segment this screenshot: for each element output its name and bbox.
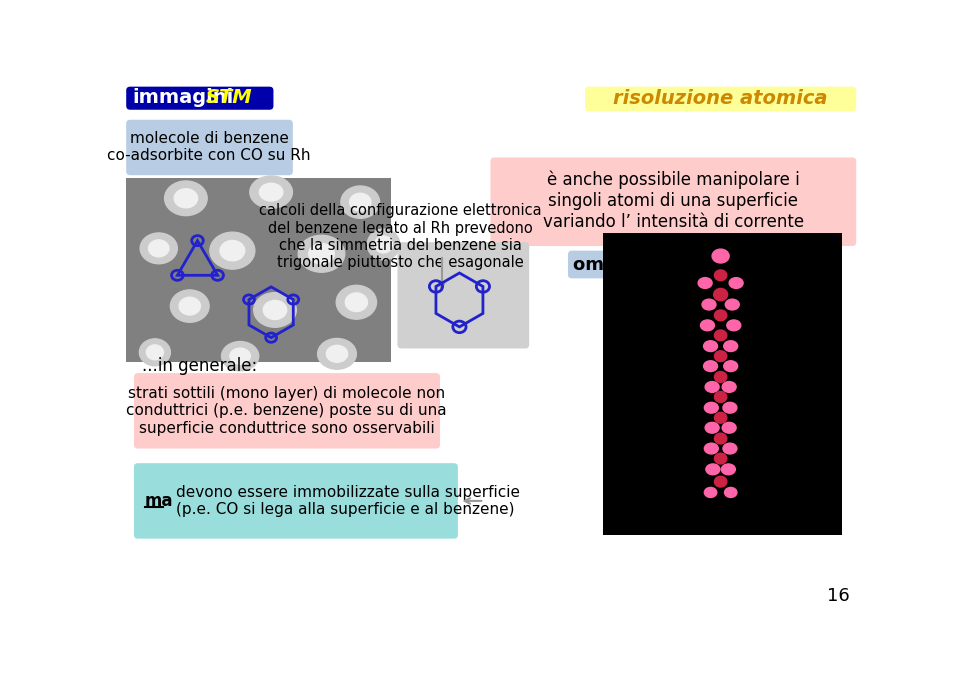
Ellipse shape [220,241,245,261]
Ellipse shape [714,351,727,362]
Ellipse shape [714,391,727,402]
Ellipse shape [164,181,207,215]
Ellipse shape [259,184,283,201]
Ellipse shape [349,193,371,211]
Ellipse shape [706,464,720,475]
Ellipse shape [704,361,717,371]
Ellipse shape [724,361,737,371]
Ellipse shape [149,240,169,257]
Ellipse shape [723,443,737,454]
Ellipse shape [721,464,735,475]
Ellipse shape [705,402,718,413]
Ellipse shape [299,235,345,273]
Ellipse shape [374,236,393,253]
Ellipse shape [714,413,727,423]
Ellipse shape [706,382,719,393]
Ellipse shape [701,320,714,331]
FancyBboxPatch shape [126,87,274,110]
Ellipse shape [698,277,712,288]
Ellipse shape [250,176,293,208]
Ellipse shape [318,338,356,369]
Ellipse shape [714,371,727,382]
Ellipse shape [712,249,730,263]
Text: 16: 16 [828,587,850,605]
Ellipse shape [714,330,727,341]
Ellipse shape [727,320,741,331]
Bar [126,178,392,362]
Ellipse shape [730,277,743,288]
Ellipse shape [725,299,739,310]
Ellipse shape [139,339,170,366]
Ellipse shape [704,341,717,351]
Ellipse shape [174,189,198,208]
Ellipse shape [714,476,727,487]
Bar [603,233,842,535]
FancyBboxPatch shape [126,120,293,175]
FancyBboxPatch shape [397,242,529,348]
Ellipse shape [341,186,379,218]
Ellipse shape [714,433,727,444]
Text: STM: STM [205,88,252,107]
Ellipse shape [702,299,716,310]
Ellipse shape [336,285,376,319]
Ellipse shape [706,422,719,433]
Ellipse shape [346,293,368,312]
FancyBboxPatch shape [134,463,458,539]
Text: omino di CO su Pt: omino di CO su Pt [573,255,753,273]
Ellipse shape [705,443,718,454]
Ellipse shape [263,300,287,319]
Text: calcoli della configurazione elettronica
del benzene legato al Rh prevedono
che : calcoli della configurazione elettronica… [259,203,541,270]
Ellipse shape [368,229,399,260]
Ellipse shape [180,297,201,315]
FancyBboxPatch shape [134,373,440,448]
Text: molecole di benzene
co-adsorbite con CO su Rh: molecole di benzene co-adsorbite con CO … [108,130,311,163]
Ellipse shape [714,310,727,321]
Ellipse shape [140,233,178,264]
FancyBboxPatch shape [568,250,757,278]
Ellipse shape [724,341,737,351]
Ellipse shape [714,453,727,464]
Text: è anche possibile manipolare i
singoli atomi di una superficie
variando l’ inten: è anche possibile manipolare i singoli a… [542,170,804,230]
Text: strati sottili (mono layer) di molecole non
conduttrici (p.e. benzene) poste su : strati sottili (mono layer) di molecole … [127,386,447,435]
Text: ma: ma [145,492,174,510]
Ellipse shape [714,270,727,281]
Ellipse shape [722,422,736,433]
FancyBboxPatch shape [585,87,856,111]
Ellipse shape [210,232,254,269]
Ellipse shape [725,487,737,497]
Text: devono essere immobilizzate sulla superficie
(p.e. CO si lega alla superficie e : devono essere immobilizzate sulla superf… [176,484,519,517]
Ellipse shape [170,290,209,322]
Ellipse shape [326,346,348,362]
Ellipse shape [705,487,717,497]
Ellipse shape [723,402,737,413]
Ellipse shape [229,348,251,364]
Ellipse shape [722,382,736,393]
Ellipse shape [253,293,297,327]
Text: risoluzione atomica: risoluzione atomica [613,90,828,108]
Text: immagini: immagini [132,88,233,107]
Ellipse shape [713,288,728,301]
Ellipse shape [309,244,334,264]
FancyBboxPatch shape [491,157,856,246]
Ellipse shape [222,342,259,371]
Text: ...in generale:: ...in generale: [142,357,257,375]
Ellipse shape [146,345,163,359]
